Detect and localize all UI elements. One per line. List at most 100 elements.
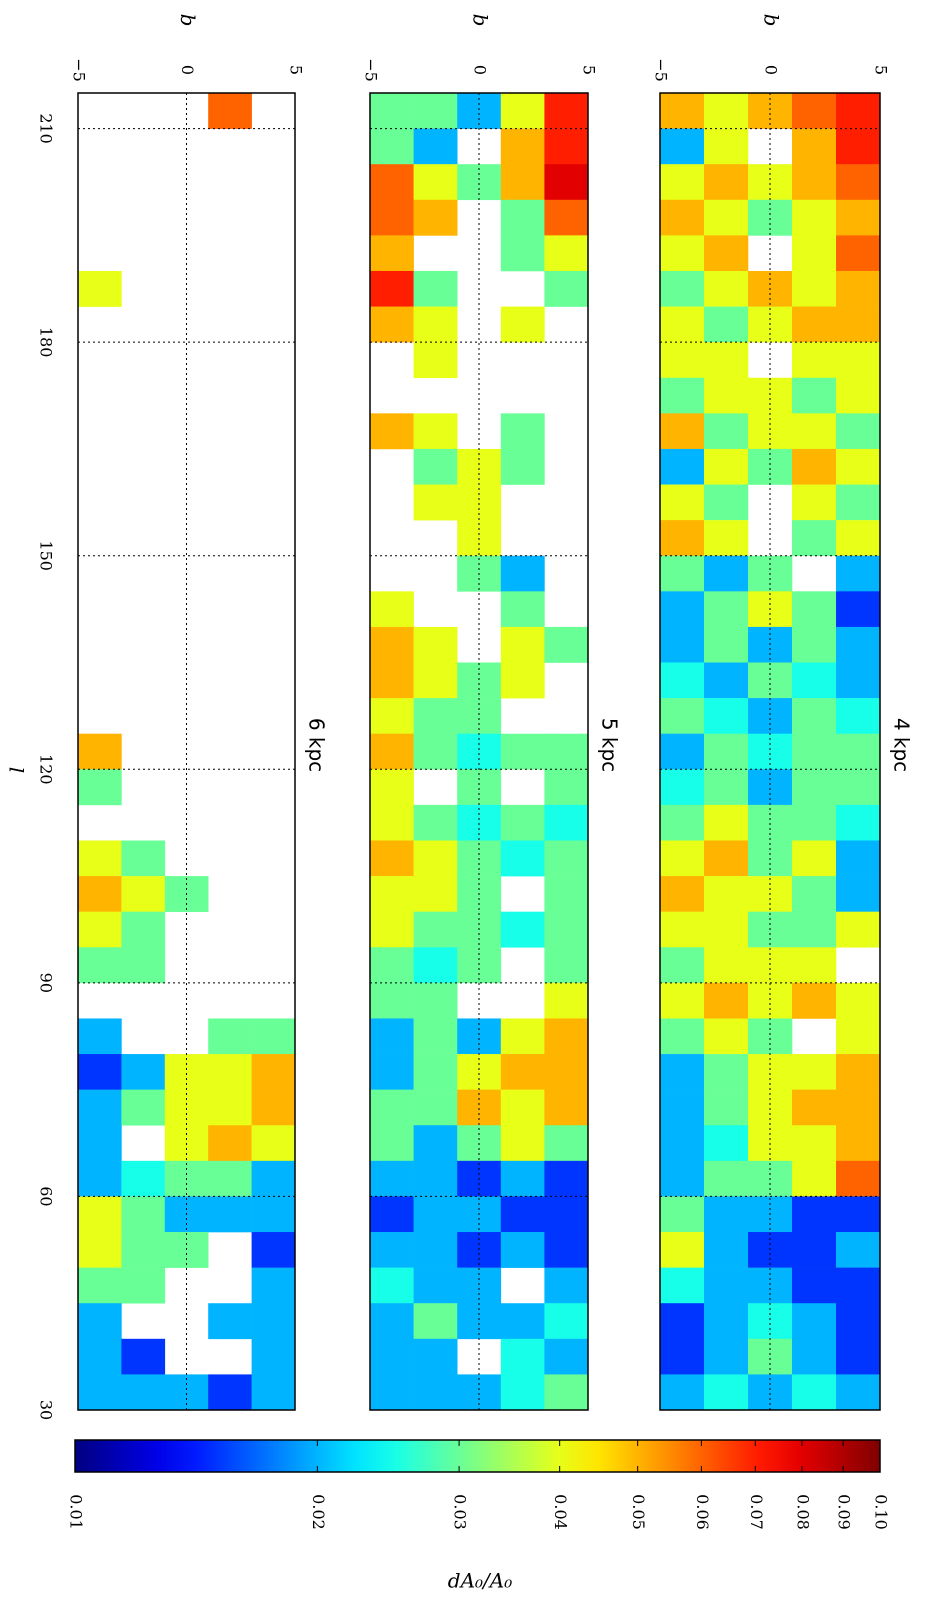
l-tick-label: 30: [37, 1400, 56, 1420]
heat-cell: [413, 662, 458, 699]
heat-cell: [704, 769, 749, 806]
heat-cell: [413, 448, 458, 485]
heat-cell: [836, 1125, 881, 1162]
l-tick-label: 60: [37, 1186, 56, 1206]
panel-label: 5 kpc: [598, 718, 622, 772]
heat-cell: [251, 1232, 296, 1268]
heat-cell: [370, 270, 414, 307]
heat-cell: [704, 1196, 749, 1233]
heat-cell: [544, 1125, 589, 1162]
heat-cell: [660, 662, 705, 699]
heat-cell: [660, 1374, 705, 1411]
heat-cell: [370, 1054, 414, 1090]
colorbar: [74, 1439, 881, 1473]
heat-cell: [660, 128, 705, 165]
heat-cell: [370, 733, 414, 770]
heat-cell: [121, 1338, 166, 1375]
heat-cell: [78, 1089, 122, 1126]
heat-cell: [208, 1018, 252, 1055]
b-tick-label: −5: [362, 58, 381, 82]
heat-cell: [660, 199, 705, 236]
heat-cell: [660, 306, 705, 343]
heat-cell: [500, 199, 545, 236]
heat-cell: [704, 199, 749, 236]
heat-cell: [121, 1374, 166, 1411]
heat-cell: [544, 128, 589, 165]
heat-cell: [544, 164, 589, 201]
heat-cell: [704, 413, 749, 450]
heat-cell: [660, 982, 705, 1019]
heat-cell: [704, 982, 749, 1019]
heat-cell: [121, 876, 166, 912]
heat-cell: [792, 270, 837, 307]
heat-cell: [836, 911, 881, 948]
heat-cell: [704, 911, 749, 948]
heat-cell: [413, 1196, 458, 1233]
heat-cell: [78, 1232, 122, 1268]
heat-cell: [413, 413, 458, 450]
heat-cell: [413, 93, 458, 129]
heat-cell: [544, 1196, 589, 1233]
heat-cell: [208, 1374, 252, 1411]
colorbar-tick-label: 0.04: [551, 1494, 570, 1530]
heat-cell: [208, 1196, 252, 1233]
heat-cell: [704, 270, 749, 307]
heat-cell: [78, 769, 122, 806]
heat-cell: [660, 1338, 705, 1375]
heat-cell: [500, 1125, 545, 1162]
heat-cell: [792, 1160, 837, 1197]
heat-cell: [704, 1125, 749, 1162]
b-axis-label: b: [469, 14, 493, 27]
heat-cell: [836, 840, 881, 877]
b-tick-label: −5: [652, 58, 671, 82]
heat-cell: [792, 1374, 837, 1411]
heat-cell: [121, 1267, 166, 1304]
heat-cell: [251, 1338, 296, 1375]
heat-cell: [413, 1303, 458, 1340]
heat-cell: [413, 1089, 458, 1126]
heat-cell: [660, 1160, 705, 1197]
heat-cell: [836, 93, 881, 129]
colorbar-tick-label: 0.07: [747, 1494, 766, 1530]
heat-cell: [660, 1089, 705, 1126]
heat-cell: [413, 1338, 458, 1375]
heat-cell: [836, 982, 881, 1019]
heat-cell: [544, 1089, 589, 1126]
heat-cell: [500, 626, 545, 663]
heat-cell: [660, 270, 705, 307]
b-tick-label: 0: [471, 65, 490, 75]
heat-cell: [413, 733, 458, 770]
heat-cell: [660, 1267, 705, 1304]
heat-cell: [413, 342, 458, 379]
heat-cell: [370, 1374, 414, 1411]
panel-frame: [369, 92, 589, 1411]
heat-cell: [121, 840, 166, 877]
heat-cell: [660, 733, 705, 770]
heat-cell: [500, 1232, 545, 1268]
heat-cell: [500, 840, 545, 877]
heat-cell: [413, 626, 458, 663]
heat-cell: [660, 93, 705, 129]
heat-cell: [792, 769, 837, 806]
heat-cell: [544, 1232, 589, 1268]
heat-cell: [500, 662, 545, 699]
heat-cell: [748, 199, 793, 236]
heat-cell: [413, 128, 458, 165]
panel-frame: [659, 92, 881, 1411]
heat-cell: [370, 199, 414, 236]
heat-cell: [704, 235, 749, 272]
heat-cell: [78, 1338, 122, 1375]
heat-cell: [413, 982, 458, 1019]
heat-cell: [370, 626, 414, 663]
heat-cell: [544, 93, 589, 129]
heat-cell: [457, 804, 502, 841]
heat-cell: [704, 876, 749, 912]
heat-cell: [121, 1089, 166, 1126]
heat-cell: [121, 911, 166, 948]
heat-cell: [164, 1089, 209, 1126]
heat-cell: [792, 626, 837, 663]
heat-cell: [370, 1089, 414, 1126]
heat-cell: [544, 199, 589, 236]
heat-cell: [792, 1089, 837, 1126]
heat-cell: [500, 1374, 545, 1411]
